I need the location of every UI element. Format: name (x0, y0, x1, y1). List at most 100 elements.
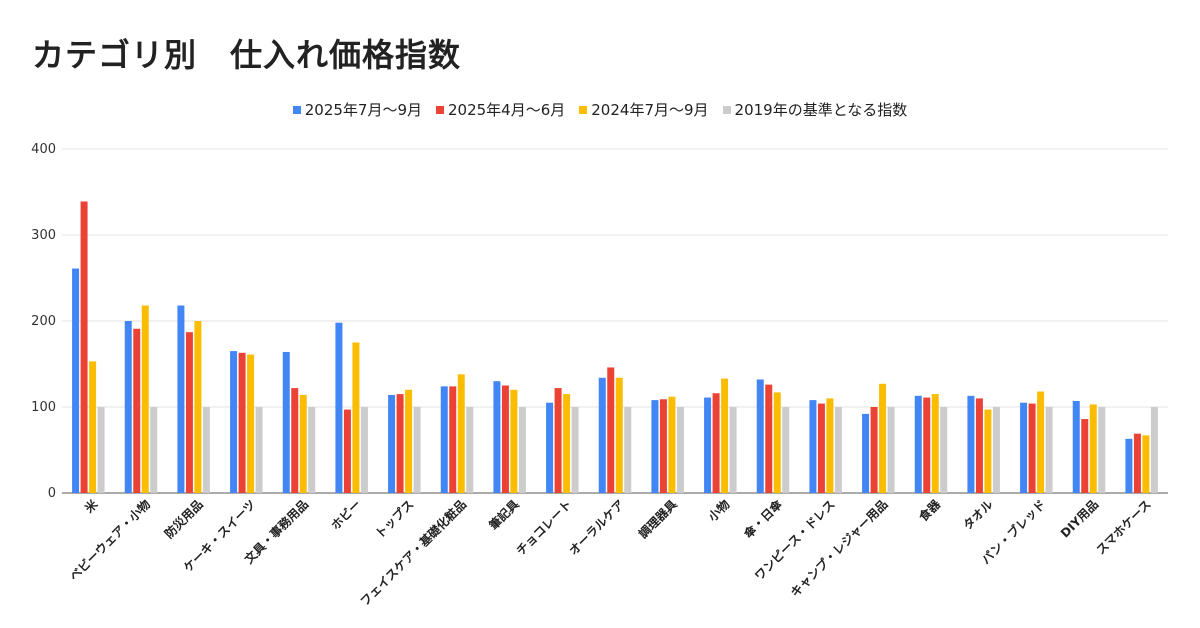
bar (72, 268, 80, 493)
bar (185, 332, 193, 493)
bar (308, 407, 316, 493)
x-tick-label: 小物 (705, 497, 733, 525)
bar (501, 385, 509, 493)
bar (931, 394, 939, 493)
bar (1133, 433, 1141, 493)
bar (194, 321, 202, 493)
bar (624, 407, 632, 493)
bar (887, 407, 895, 493)
bar (676, 407, 684, 493)
bar (651, 400, 659, 493)
bar (712, 393, 720, 493)
bar (1028, 403, 1036, 493)
x-tick-label: ベビーウェア・小物 (66, 497, 153, 584)
bar (546, 402, 554, 493)
bar (457, 374, 465, 493)
x-tick-label: オーラルケア (566, 497, 627, 558)
bar (923, 397, 931, 493)
legend-item: 2025年7月～9月 (292, 99, 422, 120)
legend-swatch (292, 105, 301, 114)
x-tick-label: 傘・日傘 (741, 496, 786, 541)
bar (466, 407, 474, 493)
bar (870, 407, 878, 493)
bar (729, 407, 737, 493)
bar (202, 407, 210, 493)
bar (975, 398, 983, 493)
bar (1142, 435, 1150, 493)
bar (89, 361, 97, 493)
x-tick-label: スマホケース (1094, 497, 1154, 557)
bar (352, 342, 360, 493)
y-tick-label: 300 (31, 228, 56, 243)
bar (668, 396, 676, 493)
x-tick-label: ホビー (328, 497, 364, 533)
bar (992, 407, 1000, 493)
bar (773, 392, 781, 493)
x-tick-label: フェイスケア・基礎化粧品 (357, 497, 469, 609)
bar (554, 388, 562, 493)
bar (413, 407, 421, 493)
bar (1037, 391, 1045, 493)
bar (1125, 438, 1133, 493)
bar (1045, 407, 1053, 493)
y-tick-label: 100 (31, 400, 56, 415)
bar (879, 383, 887, 493)
bar (1020, 402, 1028, 493)
bar (282, 351, 290, 493)
legend-swatch (722, 105, 731, 114)
bar (1081, 419, 1089, 493)
bar (834, 407, 842, 493)
bar (1098, 407, 1106, 493)
bar (984, 409, 992, 493)
bar (607, 367, 615, 493)
x-tick-label: DIY用品 (1058, 497, 1101, 540)
bar (704, 397, 712, 493)
bar (782, 407, 790, 493)
bar (493, 381, 501, 493)
bar (817, 403, 825, 493)
bar (299, 394, 307, 493)
bar (510, 389, 518, 493)
bar (124, 321, 132, 493)
bar (440, 386, 448, 493)
bar (914, 395, 922, 493)
legend-item: 2024年7月～9月 (579, 99, 709, 120)
bar (826, 398, 834, 493)
bar (255, 407, 263, 493)
bar (967, 395, 975, 493)
bar (756, 379, 764, 493)
y-tick-label: 0 (48, 486, 56, 501)
bar (659, 399, 667, 493)
bar (449, 386, 457, 493)
bar (1089, 404, 1097, 493)
bar (150, 407, 158, 493)
y-tick-label: 400 (31, 142, 56, 157)
x-tick-label: 防災用品 (161, 497, 206, 542)
bar (615, 377, 623, 493)
x-tick-label: キャンプ・レジャー用品 (787, 497, 890, 600)
bar (809, 400, 817, 493)
bar (405, 389, 413, 493)
x-tick-label: トップス (372, 497, 417, 542)
x-tick-label: チョコレート (514, 497, 575, 558)
bar (247, 354, 255, 493)
x-tick-label: タオル (960, 497, 995, 532)
bar (360, 407, 368, 493)
x-tick-label: 食器 (915, 496, 944, 525)
bar (571, 407, 579, 493)
bar (97, 407, 105, 493)
bar (765, 384, 773, 493)
bar (518, 407, 526, 493)
y-tick-label: 200 (31, 314, 56, 329)
bar (141, 305, 149, 493)
legend-swatch (579, 105, 588, 114)
legend-swatch (436, 105, 444, 114)
chart-legend: 2025年7月～9月 2025年4月～6月 2024年7月～9月 2019年の基準とな… (0, 99, 1200, 120)
x-tick-label: 筆記具 (486, 497, 522, 533)
bar (598, 377, 606, 493)
bar (343, 409, 351, 493)
bar (862, 413, 870, 493)
legend-item: 2019年の基準となる指数 (722, 99, 907, 120)
bar (388, 394, 396, 493)
